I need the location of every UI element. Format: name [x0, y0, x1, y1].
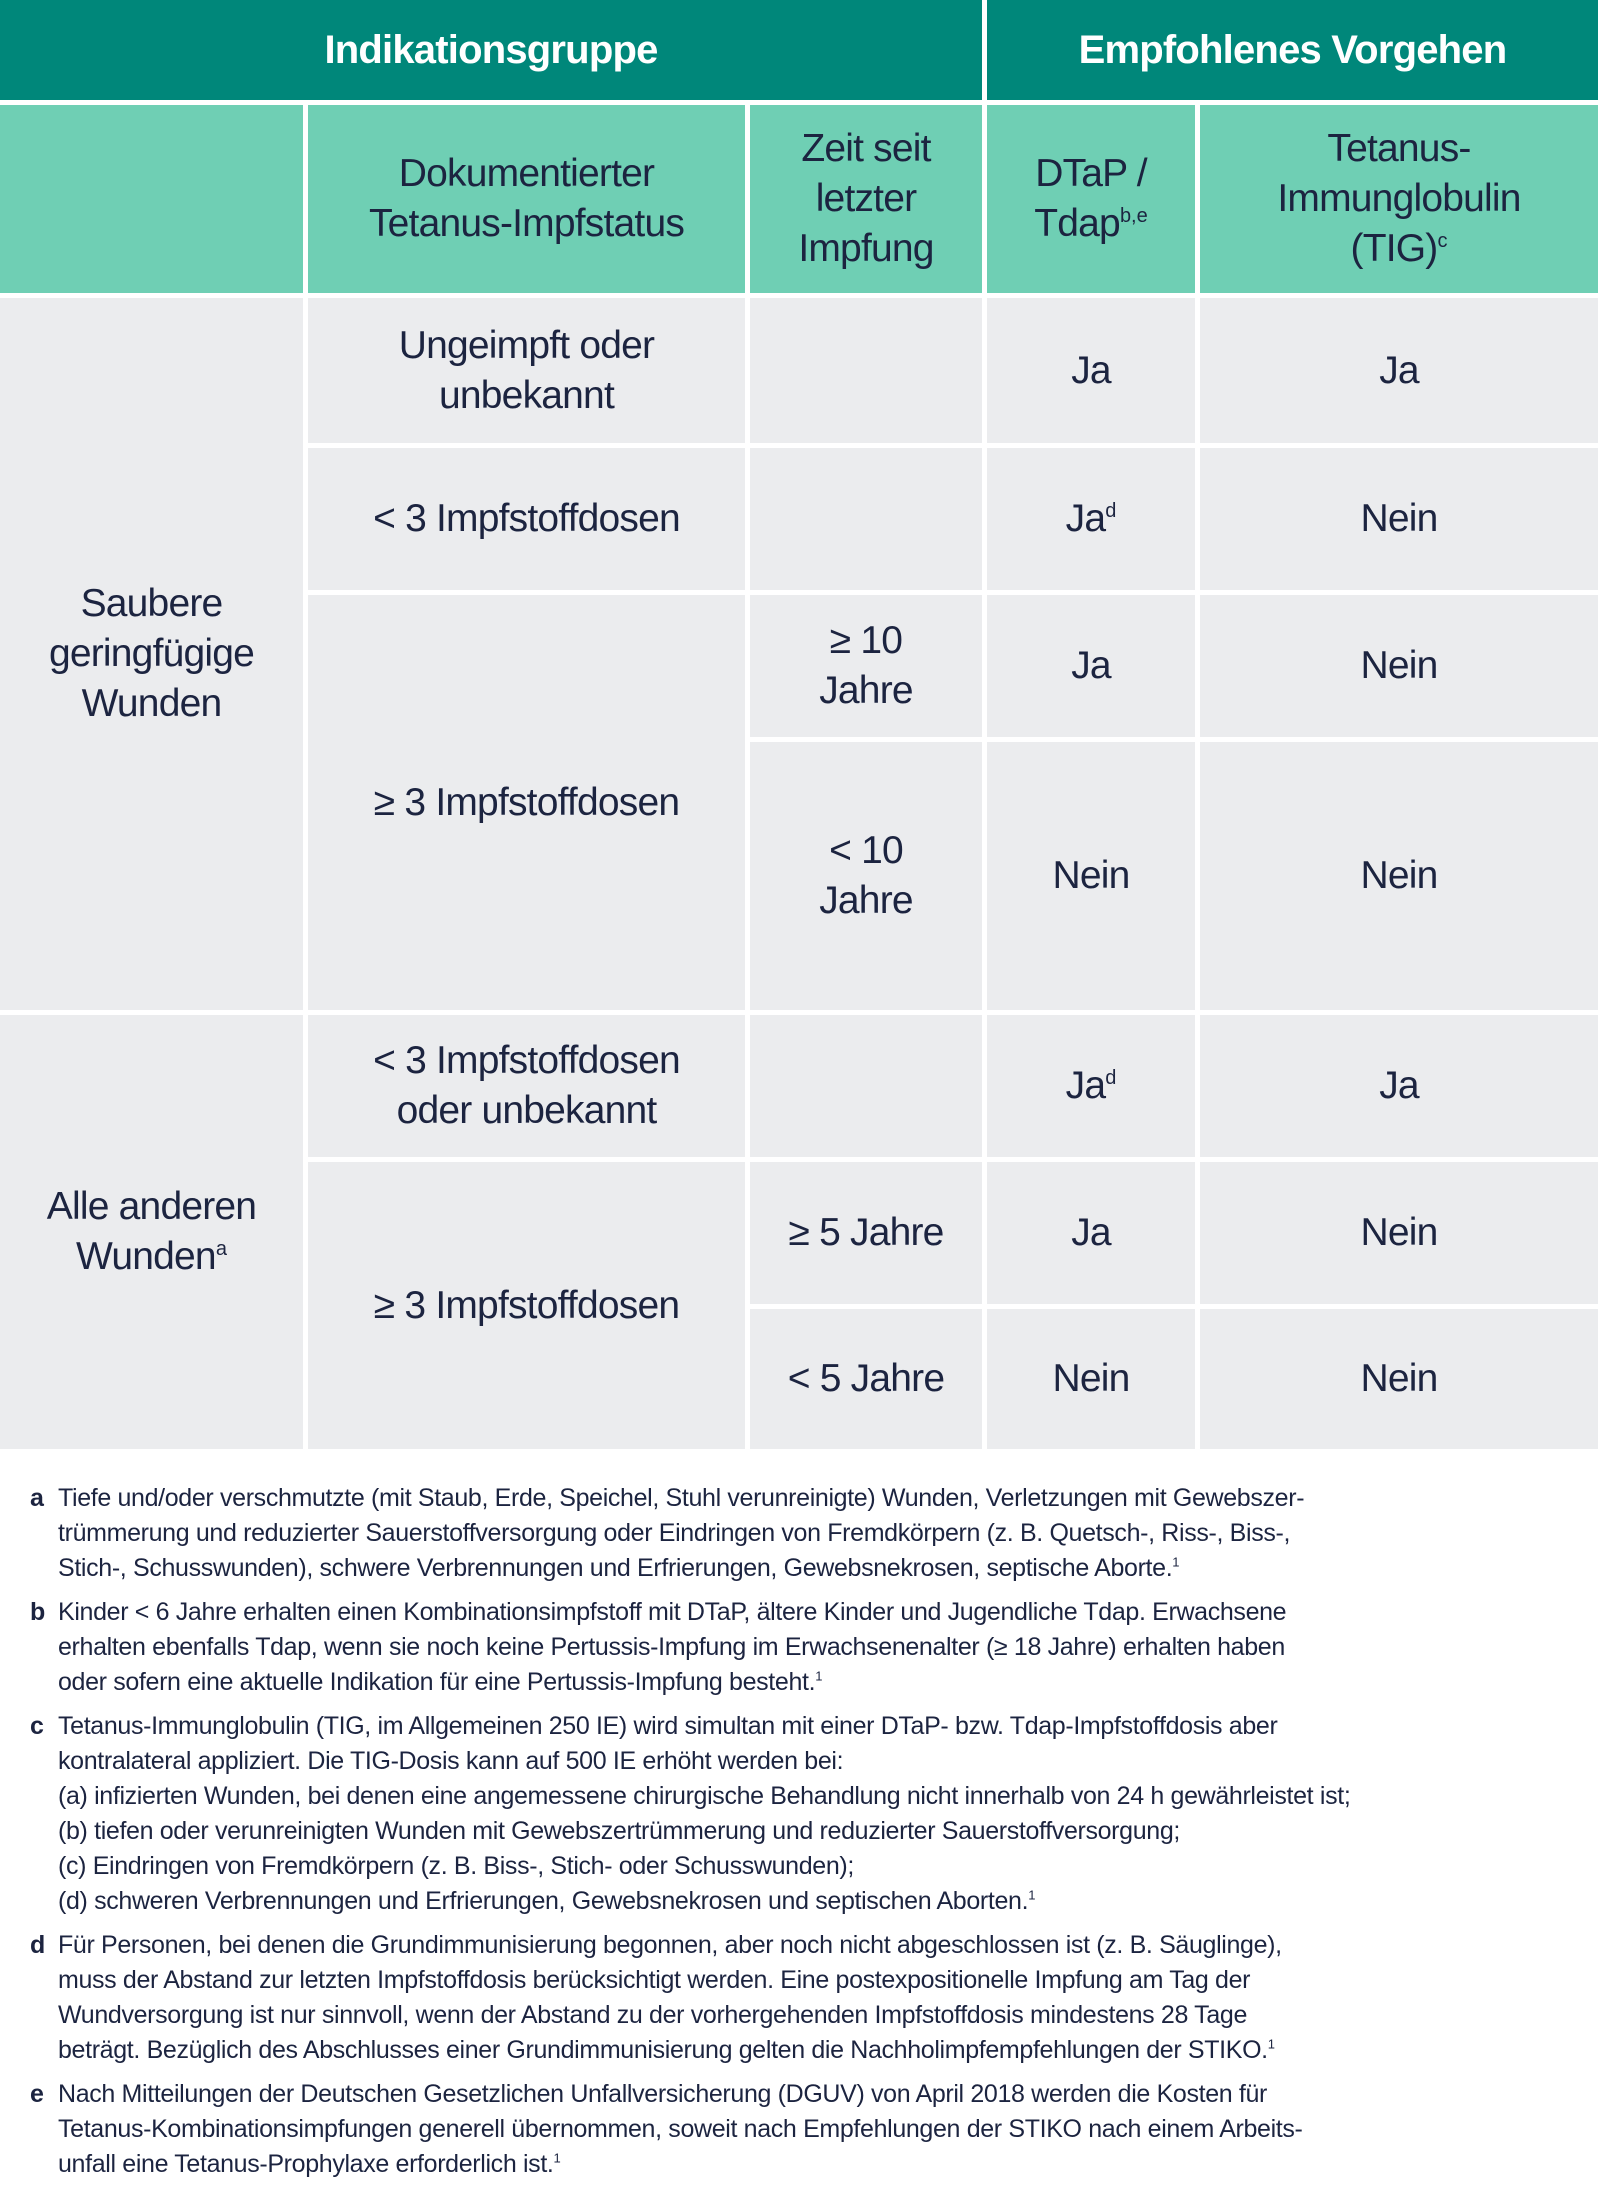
- subheader-dtap: DTaP / Tdapb,e: [987, 105, 1195, 293]
- footnote-line: Für Personen, bei denen die Grundimmunis…: [58, 1928, 1568, 1963]
- footnote-d: d Für Personen, bei denen die Grundimmuni…: [30, 1928, 1568, 2068]
- footnote-line: Tetanus-Kombinationsimpfungen generell ü…: [58, 2112, 1568, 2147]
- tig-cell: Nein: [1200, 1309, 1598, 1449]
- status-cell: Ungeimpft oder unbekannt: [308, 298, 745, 443]
- time-cell: ≥ 5 Jahre: [750, 1162, 982, 1304]
- footnote-text: Tetanus-Immunglobulin (TIG, im Allgemein…: [58, 1712, 1278, 1740]
- footnote-label: b: [30, 1598, 45, 1626]
- footnote-line: muss der Abstand zur letzten Impfstoffdo…: [58, 1963, 1568, 1998]
- time-cell: < 5 Jahre: [750, 1309, 982, 1449]
- footnotes: a Tiefe und/oder verschmutzte (mit Staub,…: [0, 1449, 1598, 2182]
- footnote-text: Tiefe und/oder verschmutzte (mit Staub, …: [58, 1484, 1305, 1512]
- footnote-text: Kinder < 6 Jahre erhalten einen Kombinat…: [58, 1598, 1287, 1626]
- status-cell: < 3 Impfstoffdosen: [308, 448, 745, 590]
- footnote-label: e: [30, 2080, 44, 2108]
- time-cell: [750, 298, 982, 443]
- tig-cell: Nein: [1200, 595, 1598, 737]
- reference-marker: 1: [1267, 2036, 1276, 2052]
- footnote-b: b Kinder < 6 Jahre erhalten einen Kombina…: [30, 1595, 1568, 1700]
- tetanus-table: Indikationsgruppe Empfohlenes Vorgehen D…: [0, 0, 1598, 1449]
- group-clean-minor-wounds: Saubere geringfügige Wunden: [0, 298, 303, 1010]
- subheader-tig: Tetanus-Immunglobulin (TIG)c: [1200, 105, 1598, 293]
- footnote-line: kontralateral appliziert. Die TIG-Dosis …: [58, 1744, 1568, 1779]
- dtap-cell: Ja: [987, 595, 1195, 737]
- footnote-line: beträgt. Bezüglich des Abschlusses einer…: [58, 2033, 1568, 2068]
- tig-cell: Nein: [1200, 1162, 1598, 1304]
- time-cell: ≥ 10 Jahre: [750, 595, 982, 737]
- dtap-cell: Nein: [987, 742, 1195, 1010]
- footnote-line: erhalten ebenfalls Tdap, wenn sie noch k…: [58, 1630, 1568, 1665]
- dtap-cell: Nein: [987, 1309, 1195, 1449]
- dtap-cell: Ja: [987, 1162, 1195, 1304]
- footnote-line: (b) tiefen oder verunreinigten Wunden mi…: [58, 1814, 1568, 1849]
- footnote-label: a: [30, 1484, 44, 1512]
- header-indication-group: Indikationsgruppe: [0, 0, 982, 100]
- subheader-time: Zeit seit letzter Impfung: [750, 105, 982, 293]
- time-cell: [750, 1015, 982, 1157]
- footnote-text: Tetanus-Kombinationsimpfungen generell ü…: [58, 2115, 1303, 2143]
- footnote-line: oder sofern eine aktuelle Indikation für…: [58, 1665, 1568, 1700]
- footnote-text: muss der Abstand zur letzten Impfstoffdo…: [58, 1966, 1251, 1994]
- footnote-text: Nach Mitteilungen der Deutschen Gesetzli…: [58, 2080, 1268, 2108]
- footnote-text: (a) infizierten Wunden, bei denen eine a…: [58, 1782, 1351, 1810]
- tig-cell: Ja: [1200, 1015, 1598, 1157]
- reference-marker: 1: [1172, 1554, 1180, 1570]
- footnote-line: (a) infizierten Wunden, bei denen eine a…: [58, 1779, 1568, 1814]
- group-other-wounds: Alle anderen Wundena: [0, 1015, 303, 1449]
- footnote-e: e Nach Mitteilungen der Deutschen Gesetzl…: [30, 2077, 1568, 2182]
- time-cell: < 10 Jahre: [750, 742, 982, 1010]
- reference-marker: 1: [815, 1668, 823, 1684]
- tig-cell: Nein: [1200, 742, 1598, 1010]
- footnote-line: Tiefe und/oder verschmutzte (mit Staub, …: [58, 1481, 1568, 1516]
- footnote-text: trümmerung und reduzierter Sauerstoffver…: [58, 1519, 1291, 1547]
- footnote-text: (c) Eindringen von Fremdkörpern (z. B. B…: [58, 1852, 854, 1880]
- subheader-empty: [0, 105, 303, 293]
- footnote-text: Stich-, Schusswunden), schwere Verbrennu…: [58, 1554, 1173, 1582]
- tig-cell: Ja: [1200, 298, 1598, 443]
- footnote-text: kontralateral appliziert. Die TIG-Dosis …: [58, 1747, 844, 1775]
- footnote-text: erhalten ebenfalls Tdap, wenn sie noch k…: [58, 1633, 1285, 1661]
- footnote-line: Kinder < 6 Jahre erhalten einen Kombinat…: [58, 1595, 1568, 1630]
- status-cell: ≥ 3 Impfstoffdosen: [308, 595, 745, 1010]
- tig-cell: Nein: [1200, 448, 1598, 590]
- footnote-text: oder sofern eine aktuelle Indikation für…: [58, 1668, 816, 1696]
- subheader-status: Dokumentierter Tetanus-Impfstatus: [308, 105, 745, 293]
- footnote-text: beträgt. Bezüglich des Abschlusses einer…: [58, 2036, 1268, 2064]
- reference-marker: 1: [1028, 1887, 1036, 1903]
- footnote-text: (d) schweren Verbrennungen und Erfrierun…: [58, 1887, 1029, 1915]
- header-recommendation: Empfohlenes Vorgehen: [987, 0, 1598, 100]
- dtap-cell: Jad: [987, 1015, 1195, 1157]
- footnote-text: unfall eine Tetanus-Prophylaxe erforderl…: [58, 2150, 554, 2178]
- status-cell: ≥ 3 Impfstoffdosen: [308, 1162, 745, 1449]
- footnote-line: (c) Eindringen von Fremdkörpern (z. B. B…: [58, 1849, 1568, 1884]
- dtap-cell: Jad: [987, 448, 1195, 590]
- status-cell: < 3 Impfstoffdosen oder unbekannt: [308, 1015, 745, 1157]
- footnote-line: Stich-, Schusswunden), schwere Verbrennu…: [58, 1551, 1568, 1586]
- footnote-text: (b) tiefen oder verunreinigten Wunden mi…: [58, 1817, 1180, 1845]
- footnote-line: unfall eine Tetanus-Prophylaxe erforderl…: [58, 2147, 1568, 2182]
- footnote-line: Wundversorgung ist nur sinnvoll, wenn de…: [58, 1998, 1568, 2033]
- footnote-text: Für Personen, bei denen die Grundimmunis…: [58, 1931, 1282, 1959]
- footnote-a: a Tiefe und/oder verschmutzte (mit Staub,…: [30, 1481, 1568, 1586]
- reference-marker: 1: [553, 2150, 561, 2166]
- footnote-label: d: [30, 1931, 45, 1959]
- dtap-cell: Ja: [987, 298, 1195, 443]
- time-cell: [750, 448, 982, 590]
- footnote-line: Nach Mitteilungen der Deutschen Gesetzli…: [58, 2077, 1568, 2112]
- footnote-c: c Tetanus-Immunglobulin (TIG, im Allgemei…: [30, 1709, 1568, 1919]
- footnote-line: Tetanus-Immunglobulin (TIG, im Allgemein…: [58, 1709, 1568, 1744]
- footnote-line: (d) schweren Verbrennungen und Erfrierun…: [58, 1884, 1568, 1919]
- footnote-label: c: [30, 1712, 44, 1740]
- footnote-text: Wundversorgung ist nur sinnvoll, wenn de…: [58, 2001, 1247, 2029]
- footnote-line: trümmerung und reduzierter Sauerstoffver…: [58, 1516, 1568, 1551]
